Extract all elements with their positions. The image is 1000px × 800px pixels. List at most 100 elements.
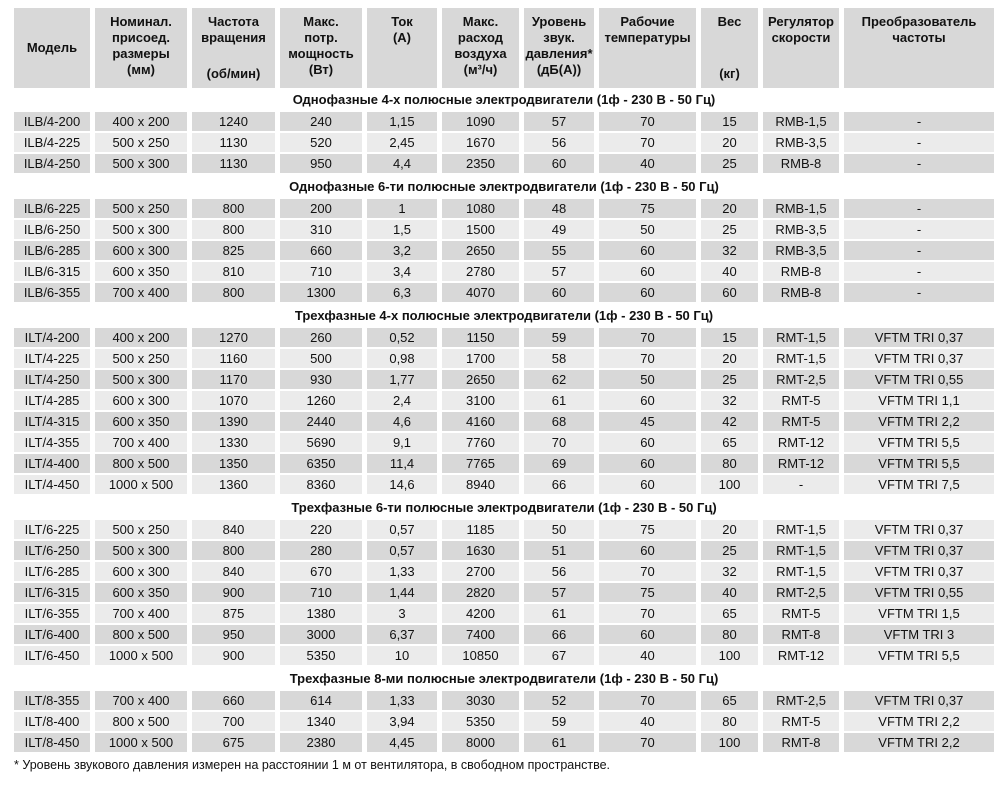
cell-weight: 100 xyxy=(701,733,758,752)
cell-max-airflow: 3030 xyxy=(442,691,519,710)
cell-max-airflow: 7765 xyxy=(442,454,519,473)
cell-max-airflow: 1080 xyxy=(442,199,519,218)
column-header-unit: (об/мин) xyxy=(206,66,261,81)
cell-current: 2,45 xyxy=(367,133,437,152)
cell-frequency-converter: - xyxy=(844,133,994,152)
cell-weight: 32 xyxy=(701,391,758,410)
cell-model: ILB/6-315 xyxy=(14,262,90,281)
cell-rotation-speed: 875 xyxy=(192,604,275,623)
cell-max-airflow: 7760 xyxy=(442,433,519,452)
cell-max-power: 1300 xyxy=(280,283,362,302)
cell-model: ILB/6-355 xyxy=(14,283,90,302)
cell-current: 3 xyxy=(367,604,437,623)
cell-sound-pressure: 59 xyxy=(524,712,594,731)
cell-model: ILT/8-400 xyxy=(14,712,90,731)
cell-dimensions: 500 x 250 xyxy=(95,349,187,368)
cell-model: ILB/6-285 xyxy=(14,241,90,260)
column-header-label: Номинал. присоед. размеры (мм) xyxy=(110,14,172,77)
cell-speed-regulator: RMT-1,5 xyxy=(763,349,839,368)
cell-max-power: 710 xyxy=(280,583,362,602)
cell-current: 6,37 xyxy=(367,625,437,644)
cell-model: ILB/4-225 xyxy=(14,133,90,152)
cell-frequency-converter: - xyxy=(844,112,994,131)
section-title: Трехфазные 6-ти полюсные электродвигател… xyxy=(14,496,994,520)
cell-sound-pressure: 60 xyxy=(524,283,594,302)
cell-speed-regulator: RMT-1,5 xyxy=(763,541,839,560)
cell-max-power: 520 xyxy=(280,133,362,152)
cell-dimensions: 500 x 250 xyxy=(95,520,187,539)
cell-rotation-speed: 800 xyxy=(192,283,275,302)
cell-max-power: 240 xyxy=(280,112,362,131)
cell-dimensions: 500 x 300 xyxy=(95,370,187,389)
cell-frequency-converter: VFTM TRI 1,5 xyxy=(844,604,994,623)
cell-operating-temp: 70 xyxy=(599,112,696,131)
table-row: ILT/4-285 600 x 300 1070 1260 2,4 3100 61 60 32 R… xyxy=(14,391,994,410)
table-header: Модель Номинал. присоед. размеры (мм) Част… xyxy=(14,8,994,88)
cell-sound-pressure: 56 xyxy=(524,562,594,581)
cell-current: 1,33 xyxy=(367,691,437,710)
cell-sound-pressure: 48 xyxy=(524,199,594,218)
cell-sound-pressure: 62 xyxy=(524,370,594,389)
cell-model: ILT/6-225 xyxy=(14,520,90,539)
cell-operating-temp: 75 xyxy=(599,583,696,602)
column-header-weight: Вес (кг) xyxy=(701,8,758,88)
table-row: ILB/6-250 500 x 300 800 310 1,5 1500 49 50 25 RMB… xyxy=(14,220,994,239)
cell-weight: 40 xyxy=(701,262,758,281)
cell-speed-regulator: RMB-8 xyxy=(763,262,839,281)
cell-weight: 25 xyxy=(701,370,758,389)
cell-operating-temp: 50 xyxy=(599,370,696,389)
cell-frequency-converter: VFTM TRI 0,55 xyxy=(844,583,994,602)
cell-model: ILT/6-285 xyxy=(14,562,90,581)
cell-operating-temp: 60 xyxy=(599,433,696,452)
table-row: ILT/6-285 600 x 300 840 670 1,33 2700 56 70 32 RM… xyxy=(14,562,994,581)
cell-weight: 65 xyxy=(701,433,758,452)
cell-weight: 20 xyxy=(701,520,758,539)
cell-frequency-converter: VFTM TRI 2,2 xyxy=(844,733,994,752)
cell-frequency-converter: VFTM TRI 0,37 xyxy=(844,541,994,560)
column-header-label: Макс. расход воздуха (м³/ч) xyxy=(454,14,507,77)
cell-max-airflow: 2350 xyxy=(442,154,519,173)
cell-dimensions: 1000 x 500 xyxy=(95,646,187,665)
cell-weight: 65 xyxy=(701,604,758,623)
cell-rotation-speed: 1360 xyxy=(192,475,275,494)
cell-max-power: 6350 xyxy=(280,454,362,473)
cell-model: ILT/6-315 xyxy=(14,583,90,602)
column-header-max-airflow: Макс. расход воздуха (м³/ч) xyxy=(442,8,519,88)
cell-sound-pressure: 70 xyxy=(524,433,594,452)
cell-max-airflow: 10850 xyxy=(442,646,519,665)
table-row: ILB/6-355 700 x 400 800 1300 6,3 4070 60 60 60 RM… xyxy=(14,283,994,302)
cell-max-power: 280 xyxy=(280,541,362,560)
cell-speed-regulator: RMT-5 xyxy=(763,412,839,431)
cell-weight: 32 xyxy=(701,241,758,260)
cell-rotation-speed: 660 xyxy=(192,691,275,710)
cell-operating-temp: 60 xyxy=(599,625,696,644)
cell-max-airflow: 2700 xyxy=(442,562,519,581)
column-header-operating-temp: Рабочие температуры xyxy=(599,8,696,88)
cell-speed-regulator: RMB-8 xyxy=(763,283,839,302)
cell-max-airflow: 4160 xyxy=(442,412,519,431)
cell-model: ILT/8-355 xyxy=(14,691,90,710)
cell-current: 1,77 xyxy=(367,370,437,389)
cell-rotation-speed: 800 xyxy=(192,199,275,218)
cell-operating-temp: 60 xyxy=(599,241,696,260)
cell-speed-regulator: RMT-5 xyxy=(763,391,839,410)
cell-current: 1,33 xyxy=(367,562,437,581)
cell-sound-pressure: 66 xyxy=(524,625,594,644)
cell-frequency-converter: - xyxy=(844,241,994,260)
cell-weight: 25 xyxy=(701,154,758,173)
cell-operating-temp: 70 xyxy=(599,691,696,710)
cell-max-power: 1340 xyxy=(280,712,362,731)
section-title: Трехфазные 8-ми полюсные электродвигател… xyxy=(14,667,994,691)
section-title: Однофазные 6-ти полюсные электродвигател… xyxy=(14,175,994,199)
cell-max-power: 2380 xyxy=(280,733,362,752)
column-header-label: Вес xyxy=(717,14,742,29)
cell-weight: 80 xyxy=(701,454,758,473)
cell-max-power: 710 xyxy=(280,262,362,281)
cell-model: ILB/6-225 xyxy=(14,199,90,218)
cell-frequency-converter: - xyxy=(844,283,994,302)
cell-speed-regulator: - xyxy=(763,475,839,494)
cell-max-airflow: 8000 xyxy=(442,733,519,752)
cell-model: ILT/4-285 xyxy=(14,391,90,410)
cell-max-airflow: 5350 xyxy=(442,712,519,731)
cell-sound-pressure: 67 xyxy=(524,646,594,665)
